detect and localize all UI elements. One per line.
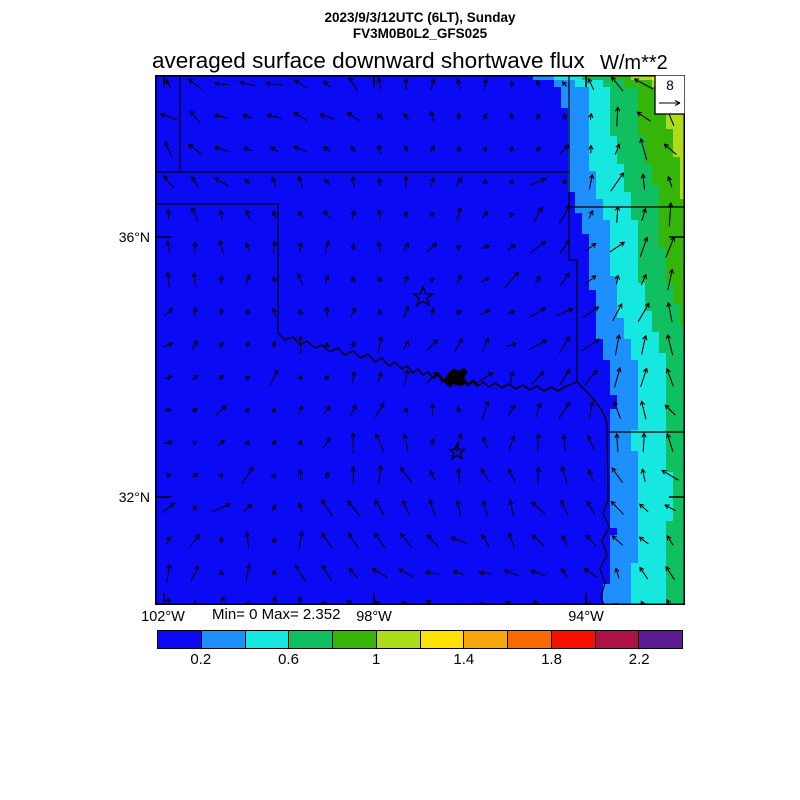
colorbar-segment [244, 630, 290, 649]
border-tx-la-sabine [599, 499, 610, 606]
vector-legend-arrow-icon [659, 100, 681, 106]
colorbar-segment [638, 630, 683, 649]
colorbar-segment [375, 630, 421, 649]
map-plot: 8 [155, 74, 686, 615]
border-ok-panhandle-tx [155, 203, 279, 333]
model-title: FV3M0B0L2_GFS025 [352, 26, 488, 41]
colorbar-segment [507, 630, 552, 649]
vector-legend-box [654, 74, 686, 115]
colorbar-segment [288, 630, 333, 649]
colorbar-tick-label: 1.4 [453, 651, 475, 668]
wind-vector-field [159, 76, 679, 615]
axis-tick-marks [155, 75, 685, 605]
colorbar-segment [550, 630, 596, 649]
minmax-stats: Min= 0 Max= 2.352 [212, 606, 341, 623]
flux-map-svg: 8 [155, 74, 686, 615]
datetime-title: 2023/9/3/12UTC (6LT), Sunday [324, 10, 516, 25]
lat-tick-label: 32°N [118, 489, 150, 505]
lon-tick-label: 102°W [141, 609, 185, 625]
colorbar [157, 630, 683, 649]
city-star-oklahoma-city [411, 285, 435, 307]
units-label: W/m**2 [600, 52, 668, 74]
colorbar-segment [200, 630, 246, 649]
colorbar-segment [419, 630, 465, 649]
lat-tick-label: 36°N [118, 229, 150, 245]
colorbar-tick-label: 1.8 [541, 651, 562, 668]
colorbar-tick-label: 0.6 [278, 651, 299, 668]
city-star-dallas [447, 442, 467, 461]
colorbar-segment [594, 630, 640, 649]
colorbar-segment [157, 630, 202, 649]
lon-tick-label: 94°W [568, 609, 604, 625]
colorbar-segment [463, 630, 508, 649]
border-tx-ar [606, 422, 609, 501]
border-ok-ar [568, 207, 578, 382]
lon-tick-label: 98°W [356, 609, 392, 625]
colorbar-tick-label: 1 [372, 651, 381, 668]
colorbar-segment [332, 630, 377, 649]
vector-legend-value: 8 [666, 78, 674, 93]
colorbar-tick-label: 2.2 [628, 651, 650, 668]
lake-texoma [444, 367, 468, 388]
page-title: averaged surface downward shortwave flux [152, 48, 585, 73]
colorbar-tick-label: 0.2 [190, 651, 212, 668]
flux-band [631, 75, 685, 605]
map-frame [155, 75, 685, 605]
